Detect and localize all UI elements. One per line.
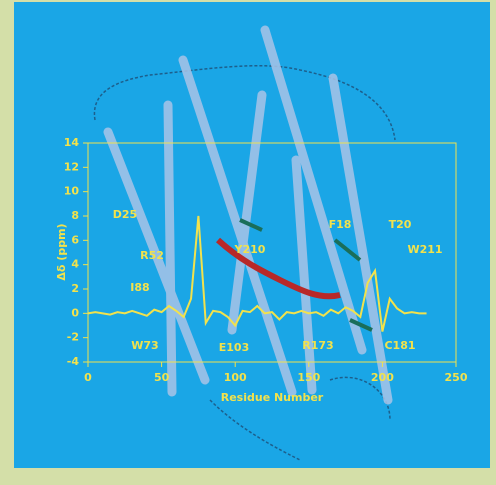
annotation: R173 bbox=[302, 339, 333, 352]
x-tick-label: 150 bbox=[297, 371, 320, 384]
plot-frame bbox=[87, 142, 457, 363]
data-line bbox=[87, 215, 427, 332]
annotation: R52 bbox=[140, 249, 164, 262]
plot-area bbox=[87, 142, 457, 363]
y-tick-label: 12 bbox=[64, 160, 79, 173]
y-tick-label: -2 bbox=[67, 331, 79, 344]
annotation: D25 bbox=[113, 208, 137, 221]
x-tick-label: 0 bbox=[84, 371, 92, 384]
protein-structure bbox=[93, 25, 396, 461]
x-tick-label: 250 bbox=[445, 371, 468, 384]
annotation: W211 bbox=[407, 243, 442, 256]
x-tick-label: 50 bbox=[154, 371, 170, 384]
annotation: I88 bbox=[130, 281, 149, 294]
annotation: T20 bbox=[389, 218, 412, 231]
y-axis-label: Δδ (ppm) bbox=[55, 223, 68, 280]
y-tick-label: -4 bbox=[67, 355, 80, 368]
background bbox=[14, 2, 490, 468]
y-tick-label: 4 bbox=[71, 258, 79, 271]
y-tick-label: 2 bbox=[71, 282, 79, 295]
x-tick-label: 100 bbox=[224, 371, 247, 384]
annotation: F18 bbox=[329, 218, 352, 231]
y-tick-label: 0 bbox=[71, 306, 79, 319]
y-tick-label: 8 bbox=[71, 209, 79, 222]
annotation: Y210 bbox=[234, 243, 266, 256]
annotation: E103 bbox=[219, 341, 249, 354]
x-axis-label: Residue Number bbox=[221, 391, 324, 404]
y-tick-label: 6 bbox=[71, 233, 79, 246]
y-tick-label: 10 bbox=[64, 185, 80, 198]
x-tick-label: 200 bbox=[371, 371, 394, 384]
y-tick-label: 14 bbox=[64, 136, 80, 149]
annotation: C181 bbox=[384, 339, 415, 352]
annotation: W73 bbox=[131, 339, 158, 352]
